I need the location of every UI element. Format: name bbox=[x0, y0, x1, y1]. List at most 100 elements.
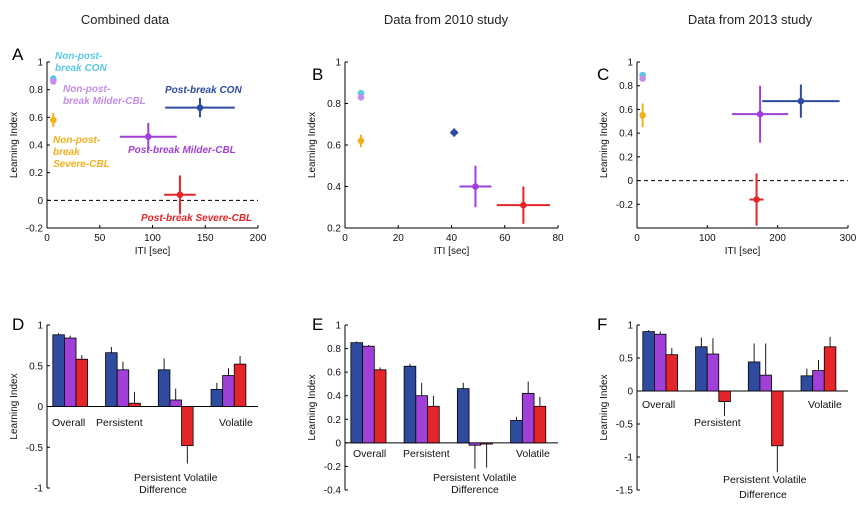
panel-letter-d: D bbox=[12, 315, 24, 334]
category-label: Overall bbox=[52, 417, 85, 429]
bar bbox=[747, 361, 761, 392]
data-point bbox=[639, 103, 646, 128]
bar bbox=[373, 369, 387, 444]
y-axis-title: Learning Index bbox=[599, 374, 610, 440]
bars-f bbox=[637, 330, 848, 473]
y-axis-title: Learning Index bbox=[307, 112, 318, 178]
bar bbox=[52, 334, 65, 407]
data-point bbox=[762, 84, 840, 118]
bar bbox=[128, 402, 141, 407]
point-marker bbox=[797, 97, 805, 105]
y-tick-label: -0.2 bbox=[324, 462, 342, 473]
y-tick-label: 1 bbox=[37, 321, 43, 332]
bar bbox=[116, 369, 130, 407]
label-non-post-break-milder: Non-post- bbox=[63, 84, 111, 95]
category-label: Volatile bbox=[516, 448, 550, 460]
y-tick-label: 0.4 bbox=[29, 141, 43, 152]
y-tick-label: 0.2 bbox=[29, 168, 43, 179]
data-point bbox=[165, 97, 235, 118]
panel-letter-a: A bbox=[12, 45, 24, 64]
bar bbox=[403, 365, 417, 444]
x-tick-label: 0 bbox=[634, 233, 640, 244]
bar bbox=[533, 405, 547, 444]
data-point bbox=[749, 173, 764, 226]
bar bbox=[654, 333, 667, 392]
point-marker bbox=[472, 183, 479, 190]
x-tick-label: 80 bbox=[552, 233, 564, 244]
y-axis-title: Learning Index bbox=[9, 112, 20, 178]
y-tick-label: 0.8 bbox=[327, 344, 341, 355]
y-tick-label: 1 bbox=[335, 321, 341, 332]
y-tick-label: 1 bbox=[37, 58, 43, 69]
y-tick-label: 0.6 bbox=[619, 105, 633, 116]
category-label: Volatile bbox=[219, 417, 253, 429]
category-label: Difference bbox=[139, 484, 187, 496]
x-tick-label: 40 bbox=[446, 233, 458, 244]
bar bbox=[642, 331, 655, 392]
bar bbox=[468, 442, 482, 446]
x-tick-label: 50 bbox=[94, 233, 106, 244]
category-label: Persistent Volatile bbox=[134, 472, 218, 484]
y-tick-label: 0.4 bbox=[327, 182, 341, 193]
data-point bbox=[357, 134, 365, 148]
point-marker bbox=[639, 112, 646, 119]
data-point bbox=[496, 186, 551, 224]
y-axis-title: Learning Index bbox=[599, 112, 610, 178]
data-point bbox=[459, 165, 492, 208]
point-marker bbox=[144, 133, 152, 140]
y-tick-label: 0.6 bbox=[29, 113, 43, 124]
label-non-post-break-severe: Non-post- bbox=[53, 135, 101, 146]
data-point bbox=[639, 75, 646, 82]
y-tick-label: 0 bbox=[335, 438, 341, 449]
bar bbox=[415, 395, 428, 444]
bar bbox=[771, 390, 784, 447]
bar bbox=[64, 337, 77, 407]
bar bbox=[823, 346, 837, 392]
y-tick-label: 0 bbox=[37, 402, 43, 413]
bar bbox=[480, 442, 493, 445]
bars-e bbox=[345, 341, 558, 469]
label-non-post-break-con: Non-post- bbox=[55, 51, 103, 62]
label-non-post-break-severe: break bbox=[53, 147, 80, 158]
bar bbox=[427, 405, 440, 444]
y-axis-title: Learning Index bbox=[307, 374, 318, 440]
scatter-a bbox=[47, 75, 258, 215]
bar bbox=[510, 420, 523, 444]
point-marker bbox=[357, 93, 365, 101]
panel-letter-f: F bbox=[597, 315, 607, 334]
category-labels-d: Overall Persistent Persistent VolatileDiff… bbox=[52, 417, 253, 496]
label-non-post-break-severe: Severe-CBL bbox=[53, 159, 110, 170]
bar bbox=[350, 342, 363, 444]
bar bbox=[456, 388, 470, 444]
label-non-post-break-milder: break Milder-CBL bbox=[63, 96, 146, 107]
x-axis-title: ITI [sec] bbox=[434, 246, 470, 257]
data-point bbox=[50, 78, 57, 85]
data-point bbox=[119, 122, 177, 151]
y-tick-label: 0.8 bbox=[619, 81, 633, 92]
label-post-break-milder: Post-break Milder-CBL bbox=[128, 145, 236, 156]
scatter-b bbox=[357, 89, 551, 224]
point-marker bbox=[639, 75, 646, 82]
category-label: Persistent bbox=[403, 448, 450, 460]
category-labels-f: Overall Persistent Persistent Volatile Diff… bbox=[642, 399, 842, 501]
point-marker bbox=[756, 110, 764, 118]
x-tick-label: 100 bbox=[144, 233, 161, 244]
x-axis-title: ITI [sec] bbox=[135, 246, 171, 257]
y-tick-label: 0.4 bbox=[327, 391, 341, 402]
y-tick-label: -0.4 bbox=[324, 486, 342, 497]
data-point bbox=[164, 175, 196, 215]
x-tick-label: 200 bbox=[250, 233, 267, 244]
point-marker bbox=[520, 201, 527, 209]
point-marker bbox=[50, 78, 57, 85]
y-tick-label: 0.8 bbox=[327, 99, 341, 110]
category-label: Difference bbox=[739, 489, 787, 501]
y-tick-label: 0.6 bbox=[327, 141, 341, 152]
y-tick-label: -1 bbox=[624, 453, 633, 464]
point-marker bbox=[357, 137, 365, 145]
y-tick-label: 0.2 bbox=[327, 415, 341, 426]
panel-letter-b: B bbox=[312, 65, 323, 84]
y-tick-label: 1 bbox=[627, 321, 633, 332]
